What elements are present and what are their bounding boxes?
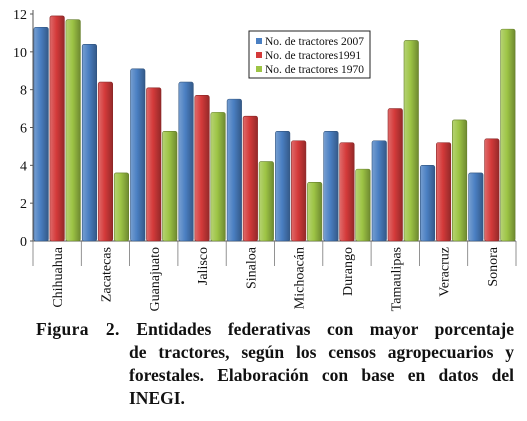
bars [33,15,516,242]
y-tick-label: 0 [20,235,27,250]
bar-guanajuato-no-de-tractores1991 [146,87,162,242]
chart-area: Chihuahua Zacatecas Guanajuato Jalisco Sinal… [13,8,517,312]
legend-label-no-de-tractores1991: No. de tractores1991 [265,50,361,62]
bar-michoacan-no-de-tractores-1970 [307,182,323,242]
x-tick-label-sonora: Sonora [486,246,501,286]
legend-swatch-no-de-tractores1991 [256,52,262,58]
legend-swatch-no-de-tractores-1970 [256,66,262,72]
y-tick-label: 2 [20,197,27,212]
bar-jalisco-no-de-tractores1991 [194,95,210,242]
bar-sinaloa-no-de-tractores1991 [242,115,258,242]
bar-michoacan-no-de-tractores-2007 [275,130,291,242]
bar-durango-no-de-tractores1991 [339,142,355,242]
y-tick-label: 8 [20,84,27,99]
bar-veracruz-no-de-tractores-2007 [419,165,436,242]
x-tick-labels: Chihuahua Zacatecas Guanajuato Jalisco Sinal… [51,246,501,311]
bar-zacatecas-no-de-tractores-2007 [81,43,97,242]
y-tick-label: 4 [20,159,27,174]
bar-sonora-no-de-tractores-2007 [468,172,484,242]
bar-veracruz-no-de-tractores-1970 [451,119,468,242]
x-tick-label-chihuahua: Chihuahua [51,246,66,307]
bar-zacatecas-no-de-tractores1991 [97,81,113,242]
bar-zacatecas-no-de-tractores-1970 [113,172,129,242]
bar-durango-no-de-tractores-2007 [323,130,339,242]
axes [32,10,517,266]
bar-durango-no-de-tractores-1970 [355,168,371,242]
bar-guanajuato-no-de-tractores-2007 [130,68,146,242]
caption-line-1: Figura 2. Entidades federativas con mayo… [36,318,514,341]
x-tick-label-jalisco: Jalisco [196,247,211,285]
x-tick-label-durango: Durango [341,247,356,296]
caption-line-4: INEGI. [129,388,185,408]
bar-tamaulipas-no-de-tractores-2007 [371,140,387,242]
bar-jalisco-no-de-tractores-1970 [210,112,226,242]
bar-chihuahua-no-de-tractores-1970 [65,19,81,242]
y-tick-labels: 0 2 4 6 8 10 12 [13,8,33,250]
bar-michoacan-no-de-tractores1991 [291,140,307,242]
x-tick-label-tamaulipas: Tamaulipas [389,247,404,311]
bar-chihuahua-no-de-tractores1991 [49,15,65,242]
x-tick-label-sinaloa: Sinaloa [244,246,259,289]
x-tick-label-zacatecas: Zacatecas [99,247,114,302]
caption-line-2: de tractores, según los censos agropecua… [129,342,514,362]
bar-sonora-no-de-tractores-1970 [500,28,516,242]
x-tick-label-michoacan: Michoacán [293,247,308,309]
figure-caption: Figura 2. Entidades federativas con mayo… [36,318,514,410]
bar-sonora-no-de-tractores1991 [484,138,500,242]
caption-line-3: forestales. Elaboración con base en dato… [129,365,514,385]
bar-jalisco-no-de-tractores-2007 [178,81,194,242]
caption-text-1: Entidades federativas con mayor porcenta… [136,319,515,339]
bar-tamaulipas-no-de-tractores1991 [387,108,403,242]
legend-label-no-de-tractores-1970: No. de tractores 1970 [265,64,364,76]
y-tick-label: 10 [13,46,27,61]
legend-box [248,30,371,79]
legend: No. de tractores 2007 No. de tractores199… [248,30,371,79]
bar-chihuahua-no-de-tractores-2007 [33,26,49,242]
bar-sinaloa-no-de-tractores-1970 [258,161,274,242]
y-tick-label: 6 [20,122,27,137]
bar-guanajuato-no-de-tractores-1970 [162,130,178,242]
x-tick-label-guanajuato: Guanajuato [148,247,163,312]
caption-label: Figura 2. [36,319,120,339]
y-tick-label: 12 [13,8,27,23]
bar-tamaulipas-no-de-tractores-1970 [403,40,419,242]
legend-swatch-no-de-tractores-2007 [256,38,262,44]
bar-veracruz-no-de-tractores1991 [435,142,452,242]
bar-sinaloa-no-de-tractores-2007 [226,98,242,242]
x-tick-label-veracruz: Veracruz [438,247,453,297]
bar-chart: Chihuahua Zacatecas Guanajuato Jalisco Sinal… [13,8,517,312]
legend-label-no-de-tractores-2007: No. de tractores 2007 [265,36,364,48]
